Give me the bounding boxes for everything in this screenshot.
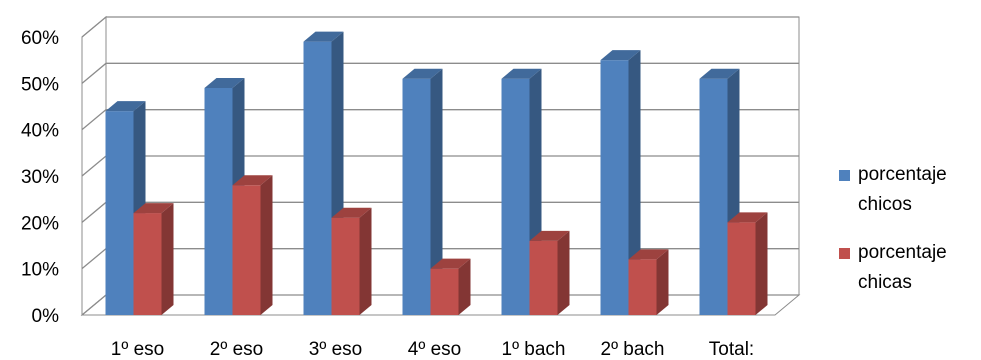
bar <box>600 50 641 316</box>
y-tick-label: 50% <box>21 74 59 95</box>
x-tick-label: 2º bach <box>601 339 665 360</box>
gridline <box>81 62 799 84</box>
x-tick-label: Total: <box>709 339 754 360</box>
bar <box>529 230 570 315</box>
legend: porcentaje chicos porcentaje chicas <box>836 160 981 316</box>
y-tick-label: 30% <box>21 167 59 188</box>
bars <box>105 31 768 316</box>
bar <box>430 258 471 315</box>
gridline <box>81 109 799 131</box>
bar <box>628 249 669 315</box>
y-tick-label: 0% <box>32 306 60 327</box>
bar <box>133 203 174 315</box>
legend-label-chicos: porcentaje chicos <box>858 164 947 215</box>
bar <box>727 212 768 315</box>
x-tick-label: 2º eso <box>210 339 263 360</box>
bar <box>232 175 273 315</box>
y-tick-label: 60% <box>21 28 59 49</box>
legend-swatch-chicas <box>839 248 850 259</box>
bar <box>331 207 372 315</box>
x-tick-label: 3º eso <box>309 339 362 360</box>
x-axis-tick-labels: 1º eso 2º eso 3º eso 4º eso 1º bach 2º bach To… <box>111 339 754 360</box>
y-tick-label: 10% <box>21 260 59 281</box>
x-tick-label: 1º eso <box>111 339 164 360</box>
y-tick-label: 20% <box>21 213 59 234</box>
legend-swatch-chicos <box>839 170 850 181</box>
gridline <box>81 16 799 38</box>
y-tick-label: 40% <box>21 121 59 142</box>
legend-item-chicos: porcentaje chicos <box>836 160 981 220</box>
x-tick-label: 4º eso <box>408 339 461 360</box>
bar <box>402 68 443 315</box>
x-tick-label: 1º bach <box>502 339 566 360</box>
legend-label-chicas: porcentaje chicas <box>858 242 947 293</box>
y-axis-tick-labels: 0% 10% 20% 30% 40% 50% 60% <box>21 28 59 327</box>
legend-item-chicas: porcentaje chicas <box>836 238 981 298</box>
